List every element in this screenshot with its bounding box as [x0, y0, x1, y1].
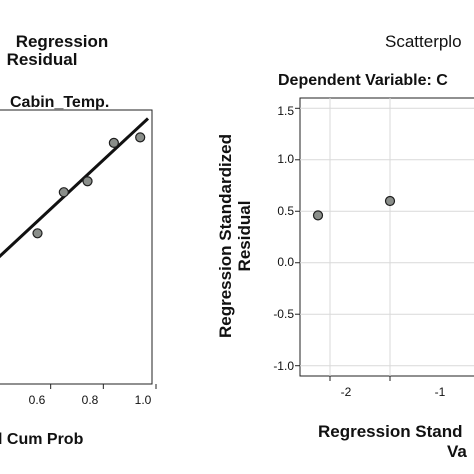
- left-data-point: [32, 228, 43, 239]
- left-data-point: [82, 176, 93, 187]
- left-title-line2: Residual: [7, 50, 78, 69]
- left-x-tick-label: 1.0: [135, 393, 152, 407]
- left-data-point: [108, 137, 119, 148]
- left-plot-area: [0, 109, 157, 389]
- right-x-axis-label-line2: Va: [447, 442, 467, 461]
- left-title-line1: Regression: [16, 32, 109, 51]
- right-y-tick-label: 1.0: [277, 152, 294, 166]
- right-x-axis-label-line1: Regression Stand: [318, 422, 463, 441]
- right-y-tick-label: 0.5: [277, 204, 294, 218]
- right-title: Scatterplo: [385, 32, 462, 51]
- left-data-point: [135, 132, 146, 143]
- left-chart: Regression Residual Cabin_Temp. 0.6 0.8 …: [0, 32, 157, 448]
- right-y-tick-label: -0.5: [273, 307, 294, 321]
- left-x-axis-label: l Cum Prob: [0, 431, 84, 448]
- right-plot-area: [295, 97, 474, 381]
- right-data-point: [312, 210, 324, 221]
- right-chart: Scatterplo Dependent Variable: C Regress…: [216, 32, 474, 461]
- right-y-axis-label-line1: Regression Standardized: [216, 134, 235, 338]
- left-reference-line: [0, 117, 150, 259]
- left-dependent-label: Cabin_Temp.: [10, 94, 109, 111]
- right-plot-frame: [299, 97, 474, 377]
- left-x-tick-label: 0.6: [29, 393, 46, 407]
- right-y-axis-label-line2: Residual: [235, 201, 254, 272]
- right-y-tick-label: 1.5: [277, 104, 294, 118]
- left-plot-frame: [0, 109, 153, 385]
- right-x-tick-label: -2: [341, 385, 352, 399]
- right-y-tick-label: 0.0: [277, 255, 294, 269]
- right-y-tick-label: -1.0: [273, 359, 294, 373]
- right-x-tick-label: -1: [435, 385, 446, 399]
- right-data-point: [384, 195, 396, 207]
- right-dependent-label: Dependent Variable: C: [278, 72, 448, 89]
- left-data-point: [58, 187, 69, 198]
- left-x-tick-label: 0.8: [82, 393, 99, 407]
